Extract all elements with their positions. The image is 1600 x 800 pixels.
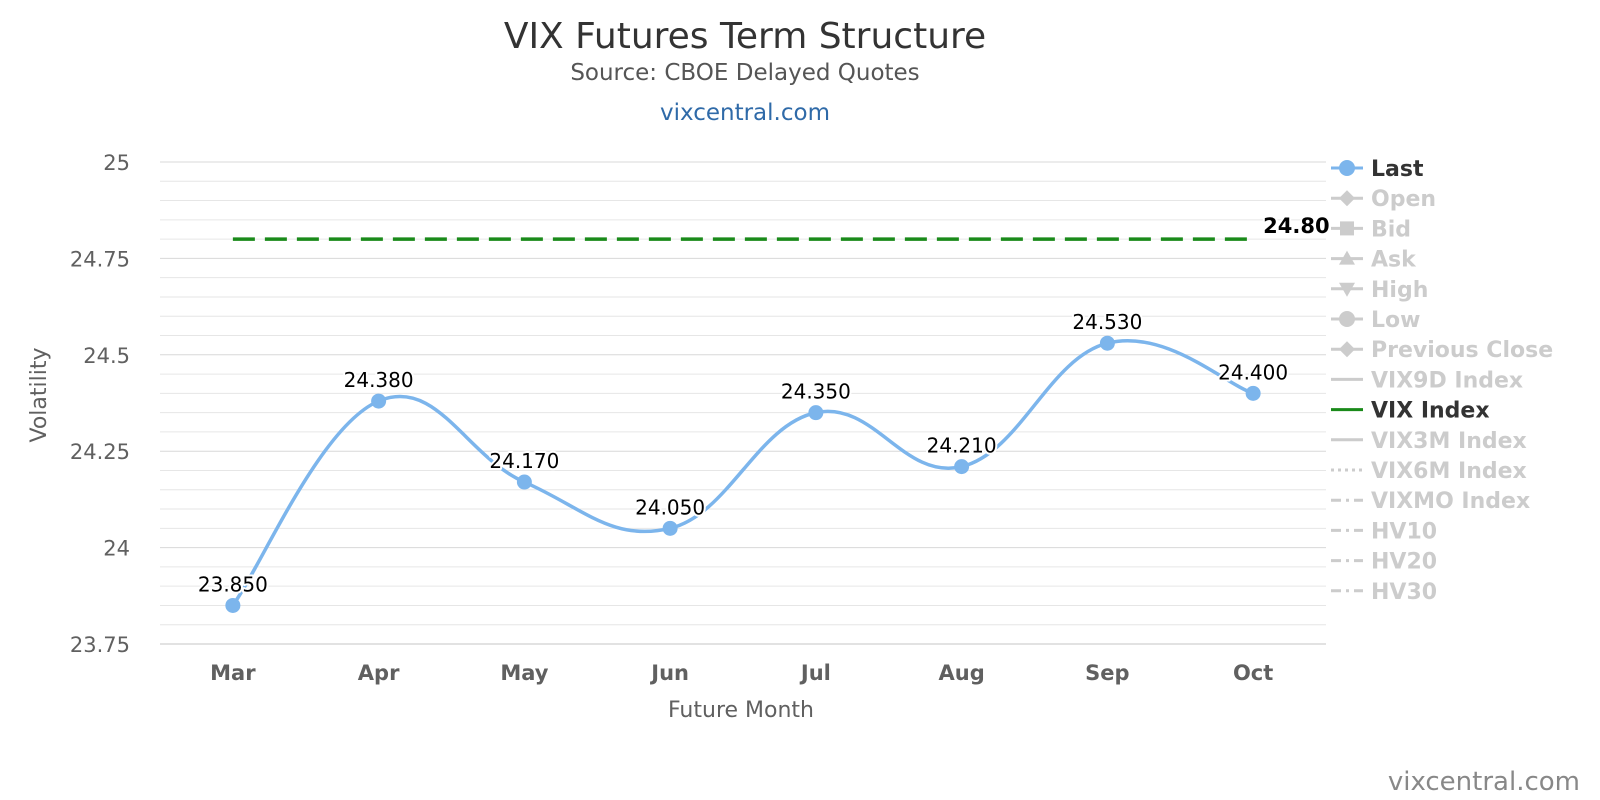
- last-data-label: 24.050: [635, 495, 705, 519]
- last-data-point: [1245, 385, 1261, 401]
- legend-item-vix-index[interactable]: VIX Index: [1331, 399, 1490, 424]
- legend-marker: [1339, 250, 1355, 265]
- diamond-line-icon: [1331, 341, 1363, 358]
- triangle-line-icon: [1331, 250, 1363, 265]
- vixcentral-link[interactable]: vixcentral.com: [660, 100, 830, 126]
- y-axis-ticks: 25 24.75 24.5 24.25 24 23.75: [70, 151, 130, 657]
- plot-area: 24.80 23.850 24.380 24.170 24.050 24.350 24.21…: [196, 212, 1332, 613]
- y-tick-label: 24.5: [83, 344, 130, 368]
- circle-line-icon: [1331, 160, 1363, 176]
- legend-label: Previous Close: [1371, 338, 1553, 363]
- legend-item-ask[interactable]: Ask: [1331, 248, 1417, 273]
- legend: Last Open Bid Ask High Low Previous Close VIX9D…: [1331, 157, 1553, 605]
- legend-label: VIX Index: [1371, 399, 1490, 424]
- legend-marker: [1339, 190, 1355, 207]
- last-data-point: [954, 459, 970, 475]
- legend-item-hv10[interactable]: HV10: [1331, 519, 1437, 544]
- chart-title: VIX Futures Term Structure: [504, 16, 986, 57]
- y-axis-title: Volatility: [27, 347, 52, 442]
- legend-marker: [1339, 311, 1355, 327]
- y-tick-label: 24: [103, 537, 130, 561]
- legend-item-vix9d-index[interactable]: VIX9D Index: [1331, 368, 1523, 393]
- last-data-label: 24.350: [781, 380, 851, 404]
- legend-label: Bid: [1371, 217, 1411, 242]
- legend-item-low[interactable]: Low: [1331, 308, 1420, 333]
- last-data-label: 24.170: [489, 449, 559, 473]
- legend-item-vix6m-index[interactable]: VIX6M Index: [1331, 459, 1527, 484]
- last-data-point: [1099, 335, 1115, 351]
- y-tick-label: 24.25: [70, 440, 130, 464]
- legend-marker: [1339, 341, 1355, 358]
- legend-item-hv30[interactable]: HV30: [1331, 580, 1437, 605]
- legend-label: Open: [1371, 187, 1436, 212]
- x-axis-ticks: Mar Apr May Jun Jul Aug Sep Oct: [210, 661, 1273, 685]
- legend-label: Last: [1371, 157, 1424, 182]
- last-data-point: [808, 405, 824, 421]
- legend-label: HV10: [1371, 519, 1437, 544]
- legend-label: HV20: [1371, 550, 1437, 575]
- grid-lines: [160, 161, 1326, 645]
- last-data-label: 23.850: [198, 572, 268, 596]
- legend-item-vixmo-index[interactable]: VIXMO Index: [1331, 489, 1530, 514]
- legend-item-high[interactable]: High: [1331, 278, 1428, 303]
- last-data-label: 24.210: [927, 434, 997, 458]
- legend-label: HV30: [1371, 580, 1437, 605]
- legend-marker: [1339, 282, 1355, 297]
- diamond-line-icon: [1331, 190, 1363, 207]
- legend-label: VIX3M Index: [1371, 429, 1527, 454]
- legend-marker: [1339, 160, 1355, 176]
- last-data-point: [662, 520, 678, 536]
- x-tick-label: Jul: [799, 661, 831, 685]
- y-tick-label: 23.75: [70, 633, 130, 657]
- last-data-point: [516, 474, 532, 490]
- legend-item-open[interactable]: Open: [1331, 187, 1436, 212]
- legend-marker: [1340, 221, 1354, 236]
- credit-link[interactable]: vixcentral.com: [1388, 767, 1580, 797]
- legend-label: Ask: [1371, 248, 1417, 273]
- last-data-label: 24.380: [344, 368, 414, 392]
- x-axis-title: Future Month: [668, 698, 814, 723]
- legend-item-previous-close[interactable]: Previous Close: [1331, 338, 1553, 363]
- legend-item-last[interactable]: Last: [1331, 157, 1424, 182]
- legend-label: High: [1371, 278, 1428, 303]
- circle-line-icon: [1331, 311, 1363, 327]
- triangle-down-line-icon: [1331, 282, 1363, 297]
- last-data-point: [225, 597, 241, 613]
- x-tick-label: May: [500, 661, 548, 685]
- legend-item-vix3m-index[interactable]: VIX3M Index: [1331, 429, 1527, 454]
- y-tick-label: 24.75: [70, 247, 130, 271]
- legend-item-hv20[interactable]: HV20: [1331, 550, 1437, 575]
- legend-label: VIX9D Index: [1371, 368, 1523, 393]
- x-tick-label: Jun: [649, 661, 689, 685]
- chart-subtitle: Source: CBOE Delayed Quotes: [570, 60, 919, 86]
- x-tick-label: Sep: [1085, 661, 1129, 685]
- last-data-label: 24.530: [1072, 310, 1142, 334]
- square-line-icon: [1331, 221, 1363, 236]
- legend-label: VIXMO Index: [1371, 489, 1530, 514]
- y-tick-label: 25: [103, 151, 130, 175]
- legend-item-bid[interactable]: Bid: [1331, 217, 1411, 242]
- legend-label: Low: [1371, 308, 1420, 333]
- x-tick-label: Oct: [1233, 661, 1273, 685]
- vix-index-end-label: 24.80: [1263, 214, 1329, 238]
- legend-label: VIX6M Index: [1371, 459, 1527, 484]
- x-tick-label: Aug: [939, 661, 985, 685]
- last-data-point: [371, 393, 387, 409]
- x-tick-label: Mar: [210, 661, 256, 685]
- x-tick-label: Apr: [358, 661, 400, 685]
- last-data-label: 24.400: [1218, 360, 1288, 384]
